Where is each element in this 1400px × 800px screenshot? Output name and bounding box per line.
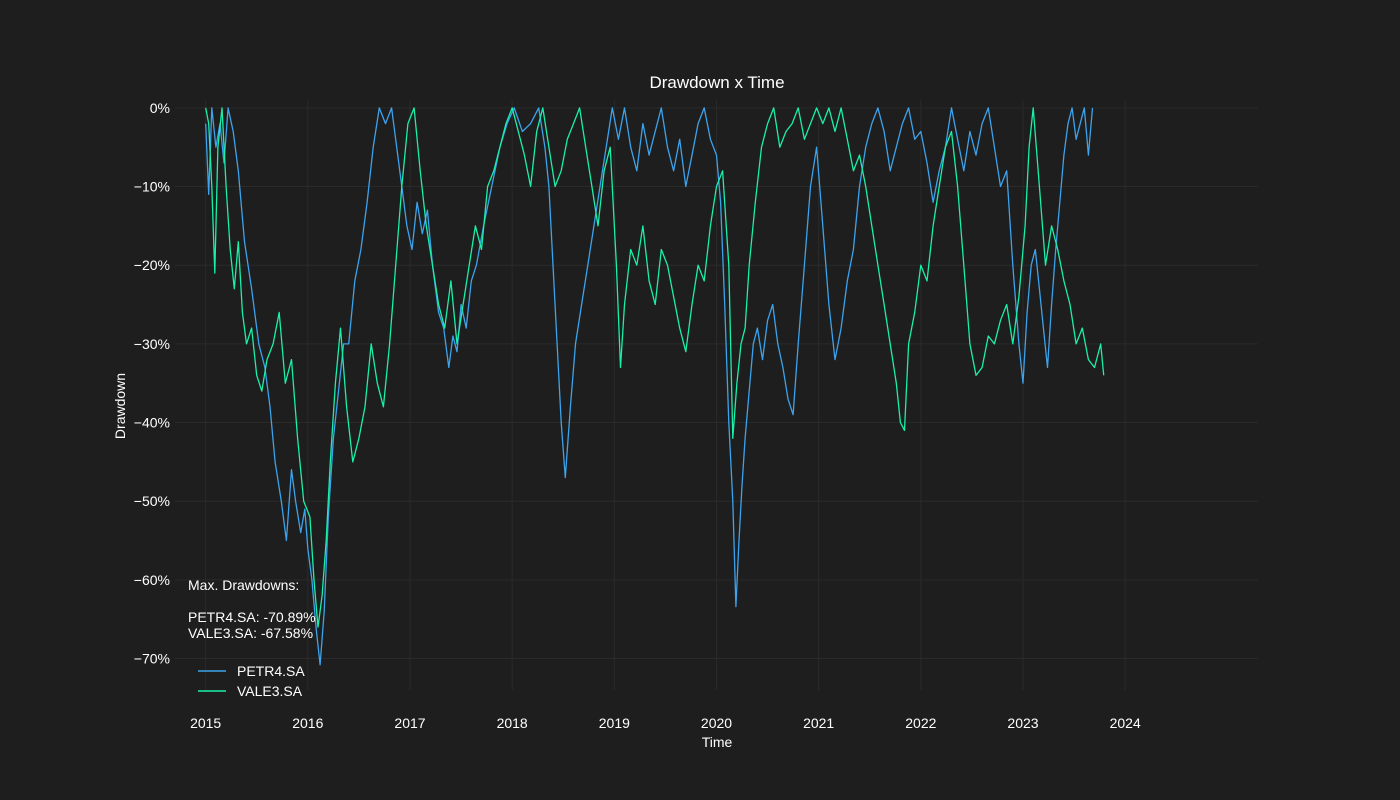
y-tick-label: 0% bbox=[150, 100, 170, 116]
x-axis-ticks: 2015 2016 2017 2018 2019 2020 2021 2022 2023 2024 bbox=[190, 715, 1141, 731]
legend: PETR4.SA VALE3.SA bbox=[198, 663, 305, 699]
x-tick-label: 2017 bbox=[394, 715, 425, 731]
x-tick-label: 2018 bbox=[497, 715, 528, 731]
x-tick-label: 2022 bbox=[905, 715, 936, 731]
legend-label-vale3[interactable]: VALE3.SA bbox=[237, 683, 303, 699]
x-tick-label: 2019 bbox=[599, 715, 630, 731]
x-tick-label: 2023 bbox=[1007, 715, 1038, 731]
y-tick-label: −70% bbox=[134, 651, 170, 667]
series-line-vale3-sa bbox=[205, 107, 1105, 628]
series-lines bbox=[205, 107, 1105, 666]
x-tick-label: 2020 bbox=[701, 715, 732, 731]
x-tick-label: 2021 bbox=[803, 715, 834, 731]
series-line-petr4-sa bbox=[205, 107, 1094, 666]
y-tick-label: −60% bbox=[134, 572, 170, 588]
max-drawdown-annotation: Max. Drawdowns: PETR4.SA: -70.89% VALE3.… bbox=[188, 577, 316, 641]
x-tick-label: 2015 bbox=[190, 715, 221, 731]
y-tick-label: −50% bbox=[134, 493, 170, 509]
y-axis-ticks: 0% −10% −20% −30% −40% −50% −60% −70% bbox=[134, 100, 170, 667]
x-tick-label: 2016 bbox=[292, 715, 323, 731]
y-axis-title: Drawdown bbox=[112, 373, 128, 439]
y-tick-label: −30% bbox=[134, 336, 170, 352]
x-tick-label: 2024 bbox=[1110, 715, 1141, 731]
annotation-line-vale3: VALE3.SA: -67.58% bbox=[188, 625, 313, 641]
x-axis-title: Time bbox=[702, 734, 733, 750]
annotation-line-petr4: PETR4.SA: -70.89% bbox=[188, 609, 316, 625]
y-tick-label: −20% bbox=[134, 257, 170, 273]
annotation-heading: Max. Drawdowns: bbox=[188, 577, 299, 593]
chart-title: Drawdown x Time bbox=[649, 73, 784, 92]
y-tick-label: −40% bbox=[134, 415, 170, 431]
y-tick-label: −10% bbox=[134, 179, 170, 195]
legend-label-petr4[interactable]: PETR4.SA bbox=[237, 663, 305, 679]
